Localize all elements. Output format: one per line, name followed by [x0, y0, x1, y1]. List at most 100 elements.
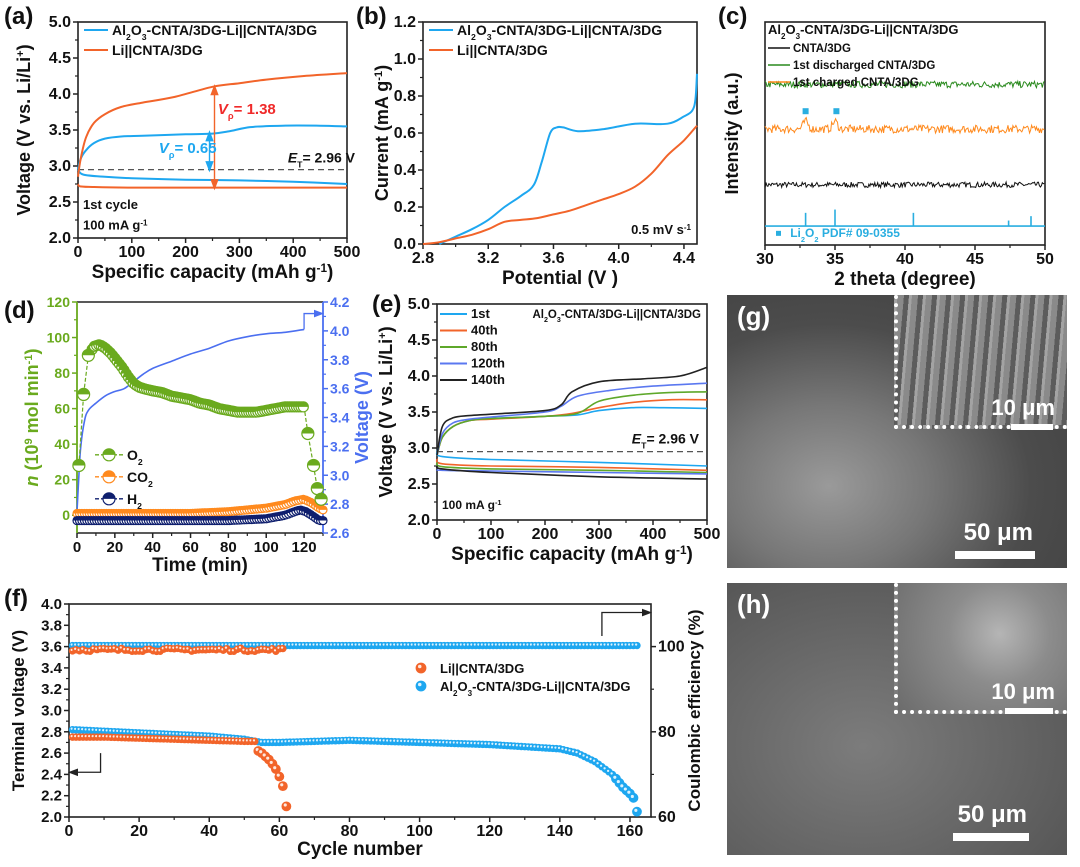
data-point-highlight — [592, 759, 596, 762]
series-line-voltage — [76, 328, 305, 512]
data-point-highlight — [179, 732, 182, 735]
x-axis-title: Cycle number — [297, 839, 423, 860]
data-point-highlight — [235, 643, 238, 646]
data-point-highlight — [512, 743, 515, 747]
data-point-highlight — [351, 643, 354, 646]
data-point-highlight — [410, 643, 413, 646]
data-point-highlight — [630, 794, 634, 799]
data-point-highlight — [126, 648, 129, 651]
data-point-highlight — [116, 643, 119, 646]
data-point-highlight — [84, 734, 87, 738]
data-point-highlight — [200, 643, 203, 646]
y-tick-label: 4.5 — [408, 332, 430, 349]
data-point-highlight — [259, 643, 263, 646]
data-point-highlight — [70, 648, 73, 652]
data-point-highlight — [210, 738, 214, 741]
y-right-tick-label: 3.4 — [330, 410, 350, 426]
data-point-highlight — [151, 731, 154, 734]
data-point-highlight — [217, 646, 221, 650]
data-point-highlight — [487, 643, 491, 646]
peak-marker — [802, 108, 809, 115]
legend-label: Li||CNTA/3DG — [440, 661, 524, 676]
data-point-highlight — [305, 643, 308, 646]
data-point-highlight — [564, 643, 568, 646]
data-point-highlight — [179, 646, 182, 650]
data-point-highlight — [161, 647, 164, 650]
data-point-highlight — [249, 648, 252, 651]
data-point-highlight — [449, 741, 452, 744]
data-point-fill — [319, 505, 327, 510]
data-point-highlight — [266, 740, 270, 743]
data-point-highlight — [221, 643, 224, 646]
data-point-highlight — [456, 643, 459, 646]
data-point-highlight — [196, 737, 200, 741]
data-point-highlight — [172, 737, 175, 740]
chart-panel-b: 2.8 3.2 3.6 4.0 4.4 0.0 0.2 0.4 0.6 0.8 1.0 1.2 Pote… — [356, 3, 698, 289]
data-point-highlight — [291, 739, 294, 743]
data-point-discharge-blue — [632, 806, 642, 817]
data-point-highlight — [533, 745, 536, 748]
data-point-highlight — [386, 643, 389, 646]
data-point-highlight — [438, 643, 441, 646]
data-point-highlight — [193, 733, 196, 736]
data-point-highlight — [491, 742, 494, 745]
data-point-highlight — [354, 738, 357, 741]
data-point-highlight — [347, 643, 350, 646]
data-point-highlight — [435, 643, 438, 646]
data-point-highlight — [421, 740, 424, 743]
y-right-tick-label: 80 — [658, 724, 676, 741]
data-point-highlight — [529, 744, 533, 748]
data-point-highlight — [161, 643, 164, 646]
x-tick-label: 200 — [172, 244, 199, 261]
x-tick-label: 60 — [182, 539, 199, 556]
data-point-highlight — [123, 730, 126, 733]
data-point-highlight — [365, 643, 368, 646]
data-point-highlight — [354, 643, 357, 646]
data-point-highlight — [133, 648, 136, 652]
y-tick-label: 2.0 — [408, 512, 430, 529]
scale-bar-main — [955, 551, 1035, 559]
data-point-highlight — [147, 731, 150, 734]
data-point-highlight — [403, 643, 406, 646]
data-point-highlight — [144, 731, 147, 734]
data-point-highlight — [84, 728, 87, 731]
data-point-highlight — [410, 740, 413, 743]
data-point-highlight — [186, 647, 189, 650]
data-point-highlight — [340, 643, 343, 646]
data-point-highlight — [158, 731, 161, 734]
x-tick-label: 300 — [586, 526, 613, 543]
series-line-1 — [764, 79, 1045, 90]
data-point-highlight — [571, 750, 575, 753]
panel-label-d: (d) — [4, 297, 35, 324]
data-point-highlight — [298, 643, 301, 646]
y-tick-label: 1.2 — [394, 14, 416, 31]
data-point-highlight — [249, 739, 252, 742]
data-point-highlight — [459, 741, 463, 744]
data-point-highlight — [84, 648, 87, 652]
x-tick-label: 0 — [74, 244, 83, 261]
data-point-highlight — [294, 739, 298, 743]
data-point-highlight — [494, 643, 498, 646]
chart-title: Al2O3-CNTA/3DG-Li||CNTA/3DG — [768, 22, 959, 41]
data-point-highlight — [575, 643, 578, 646]
data-point-highlight — [102, 734, 105, 738]
data-point-highlight — [491, 643, 494, 646]
data-point-highlight — [252, 649, 256, 652]
annotation-vp-blue: Vρ= 0.65 — [159, 140, 217, 160]
data-point-highlight — [627, 790, 631, 794]
data-point-highlight — [158, 649, 161, 652]
data-point-highlight — [273, 643, 277, 646]
data-point-highlight — [77, 648, 80, 651]
data-point-highlight — [144, 643, 147, 646]
data-point-highlight — [515, 643, 519, 646]
data-point-highlight — [95, 647, 98, 650]
series-line-discharge-120th — [435, 468, 708, 475]
data-point-highlight — [343, 643, 347, 646]
data-point-highlight — [319, 643, 322, 646]
data-point-highlight — [280, 783, 284, 787]
data-point-highlight — [231, 649, 235, 652]
data-point-highlight — [74, 643, 77, 646]
data-point-highlight — [280, 740, 284, 743]
data-point-highlight — [189, 733, 193, 736]
data-point-highlight — [463, 741, 466, 744]
